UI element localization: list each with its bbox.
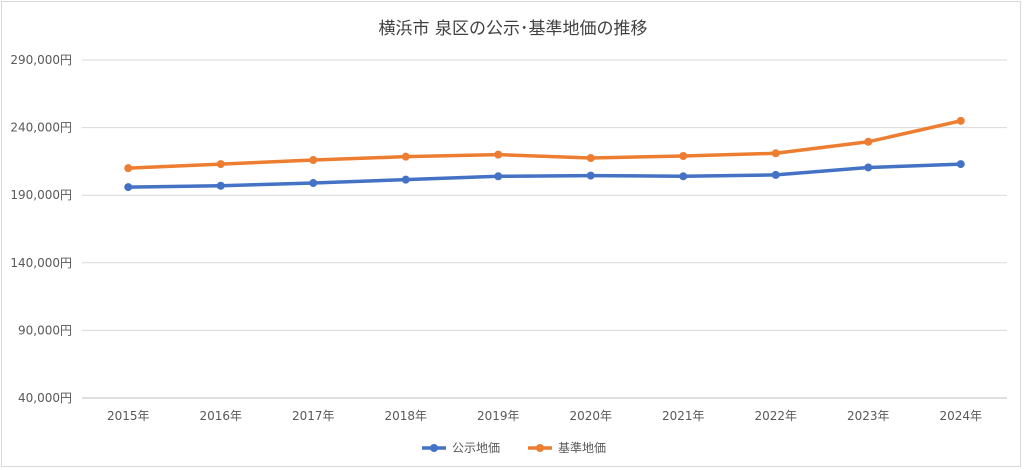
- y-tick-label: 90,000円: [18, 323, 72, 337]
- data-point: [401, 175, 410, 184]
- data-point: [771, 149, 780, 158]
- legend-marker: [536, 444, 544, 452]
- data-point: [771, 170, 780, 179]
- chart-title: 横浜市 泉区の公示･基準地価の推移: [379, 19, 648, 39]
- data-point: [124, 164, 133, 173]
- x-tick-label: 2024年: [939, 409, 982, 423]
- series-1: [124, 160, 965, 192]
- x-tick-label: 2018年: [384, 409, 427, 423]
- x-tick-label: 2015年: [107, 409, 150, 423]
- legend-label: 基準地価: [558, 440, 606, 455]
- x-tick-label: 2017年: [292, 409, 335, 423]
- legend: 公示地価 基準地価: [422, 440, 606, 455]
- y-axis-tick-labels: 290,000円 240,000円 190,000円 140,000円 90,000円 4…: [10, 53, 72, 405]
- data-point: [586, 154, 595, 163]
- x-tick-label: 2022年: [754, 409, 797, 423]
- x-tick-label: 2020年: [569, 409, 612, 423]
- legend-item: 公示地価: [422, 441, 500, 455]
- x-axis-tick-labels: 2015年 2016年 2017年 2018年 2019年 2020年 2021年 2022年…: [107, 409, 982, 423]
- y-tick-label: 290,000円: [10, 53, 72, 67]
- data-point: [216, 181, 225, 190]
- data-point: [494, 172, 503, 181]
- x-tick-label: 2016年: [199, 409, 242, 423]
- y-tick-label: 40,000円: [18, 391, 72, 405]
- x-tick-label: 2023年: [847, 409, 890, 423]
- data-point: [586, 171, 595, 180]
- data-point: [124, 183, 133, 192]
- series-lines: [124, 116, 965, 192]
- data-point: [864, 137, 873, 146]
- y-tick-label: 190,000円: [10, 188, 72, 202]
- legend-marker: [430, 444, 438, 452]
- data-point: [309, 179, 318, 188]
- legend-label: 公示地価: [452, 441, 500, 455]
- x-tick-label: 2021年: [662, 409, 705, 423]
- gridlines: [82, 59, 1007, 399]
- data-point: [216, 160, 225, 169]
- data-point: [956, 160, 965, 169]
- series-line: [126, 162, 963, 189]
- y-tick-label: 140,000円: [10, 256, 72, 270]
- data-point: [956, 116, 965, 125]
- data-point: [679, 172, 688, 181]
- series-2: [124, 116, 965, 173]
- data-point: [494, 150, 503, 159]
- y-tick-label: 240,000円: [10, 121, 72, 135]
- series-line: [126, 119, 963, 170]
- x-tick-label: 2019年: [477, 409, 520, 423]
- data-point: [864, 163, 873, 172]
- data-point: [401, 152, 410, 161]
- data-point: [309, 156, 318, 165]
- legend-item: 基準地価: [528, 440, 606, 455]
- data-point: [679, 151, 688, 160]
